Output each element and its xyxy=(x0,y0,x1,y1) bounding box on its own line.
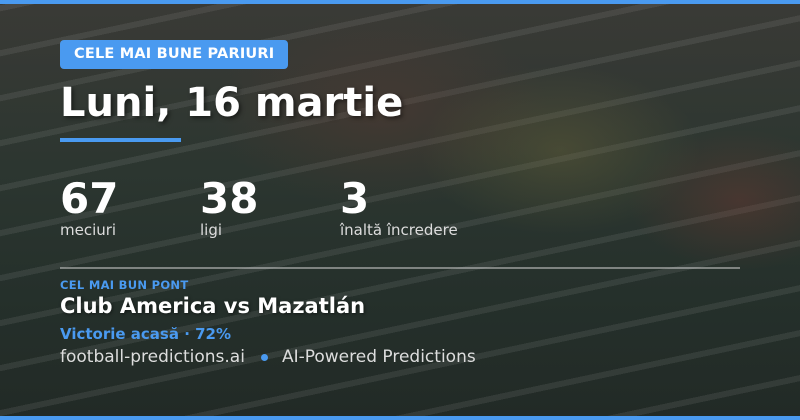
best-tip-kicker: CEL MAI BUN PONT xyxy=(60,278,189,292)
section-badge: CELE MAI BUNE PARIURI xyxy=(60,40,289,69)
stat-label: meciuri xyxy=(60,221,117,239)
title-underline xyxy=(60,138,181,142)
divider xyxy=(60,267,740,269)
site-name: football-predictions.ai xyxy=(60,347,245,367)
stat-high-confidence: 3 înaltă încredere xyxy=(340,174,458,240)
stat-leagues: 38 ligi xyxy=(200,174,259,240)
footer: football-predictions.ai AI-Powered Predi… xyxy=(60,347,476,367)
stat-label: înaltă încredere xyxy=(340,221,458,239)
stat-value: 3 xyxy=(340,174,370,223)
bullet-dot-icon xyxy=(260,353,268,361)
stat-value: 67 xyxy=(60,174,119,223)
stat-value: 38 xyxy=(200,174,259,223)
bottom-accent-bar xyxy=(0,416,800,420)
best-tip-match: Club America vs Mazatlán xyxy=(60,294,366,318)
stat-label: ligi xyxy=(200,221,223,239)
stat-matches: 67 meciuri xyxy=(60,174,119,240)
tagline: AI-Powered Predictions xyxy=(281,347,476,367)
page-title: Luni, 16 martie xyxy=(60,80,404,126)
top-accent-bar xyxy=(0,0,800,4)
best-tip-pick: Victorie acasă · 72% xyxy=(60,325,232,343)
